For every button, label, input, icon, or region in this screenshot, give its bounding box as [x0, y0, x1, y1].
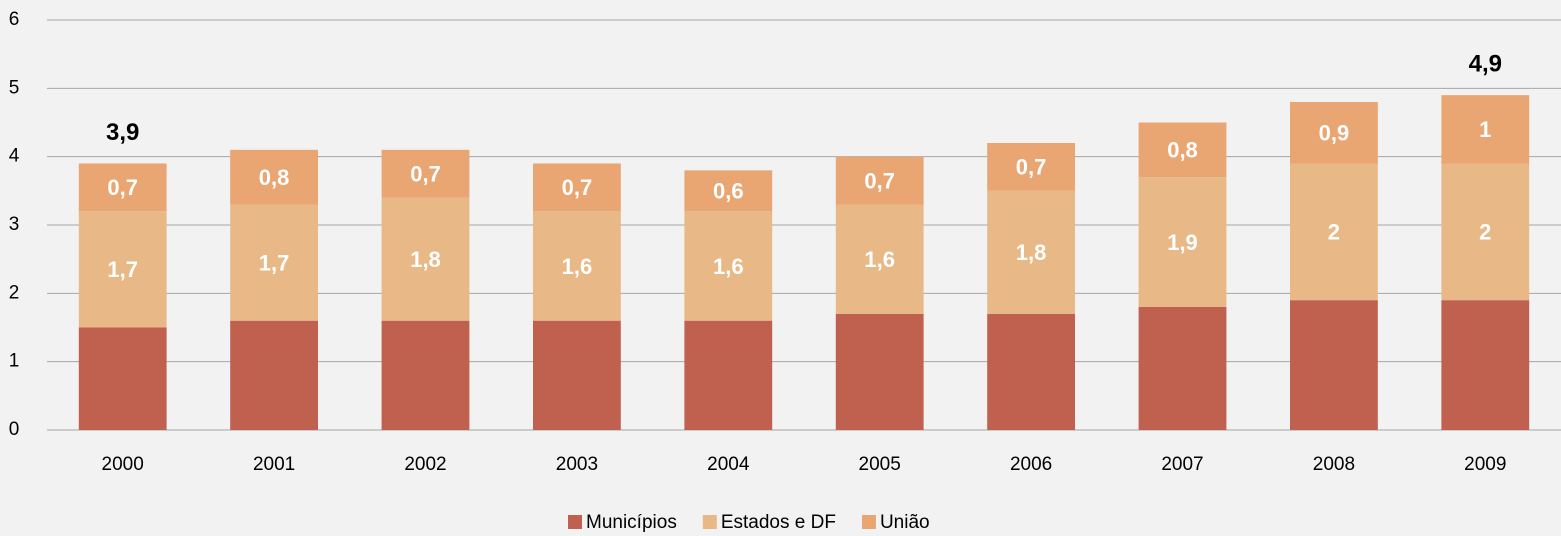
- x-tick-label: 2002: [404, 454, 446, 475]
- bar-segment: [1289, 300, 1378, 430]
- y-tick-label: 6: [9, 9, 20, 30]
- x-tick-label: 2009: [1464, 454, 1506, 475]
- total-label: 3,9: [106, 119, 139, 146]
- bar-segment: [1138, 122, 1227, 178]
- bar-segment: [78, 211, 167, 328]
- x-tick-label: 2007: [1161, 454, 1203, 475]
- bar-segment: [381, 149, 470, 198]
- value-label: 0,7: [107, 175, 138, 200]
- value-label: 0,8: [1167, 138, 1198, 163]
- legend-swatch: [861, 515, 876, 529]
- value-label: 0,7: [864, 168, 895, 193]
- legend-swatch: [568, 515, 582, 529]
- y-tick-label: 2: [9, 282, 20, 303]
- bar-segment: [835, 156, 924, 205]
- bar-segment: [987, 190, 1076, 314]
- y-tick-label: 0: [9, 419, 20, 440]
- legend-label: União: [880, 512, 930, 533]
- y-tick-label: 5: [9, 77, 20, 98]
- value-label: 0,6: [713, 179, 744, 204]
- value-label: 0,7: [562, 175, 593, 200]
- bar-segment: [1138, 177, 1227, 307]
- value-label: 0,9: [1319, 121, 1350, 146]
- legend-swatch: [702, 515, 717, 529]
- bar-segment: [532, 211, 621, 321]
- bar-segment: [230, 204, 319, 321]
- legend-label: Municípios: [586, 512, 677, 533]
- bar-segment: [987, 313, 1076, 430]
- bar-segment: [1289, 102, 1378, 164]
- bar-segment: [230, 149, 319, 205]
- bar-segment: [684, 170, 773, 212]
- value-label: 1: [1479, 117, 1491, 142]
- value-label: 2: [1328, 220, 1340, 245]
- value-label: 2: [1479, 220, 1491, 245]
- y-tick-label: 4: [9, 146, 20, 167]
- bar-segment: [1289, 163, 1378, 301]
- x-tick-label: 2001: [253, 454, 295, 475]
- value-label: 0,7: [1016, 155, 1047, 180]
- value-label: 0,7: [410, 162, 441, 187]
- value-label: 1,8: [1016, 240, 1047, 265]
- bar-segment: [381, 320, 470, 430]
- legend-label: Estados e DF: [721, 512, 836, 533]
- bar-segment: [1441, 163, 1530, 301]
- x-tick-label: 2000: [102, 454, 144, 475]
- value-label: 1,7: [107, 257, 138, 282]
- value-label: 1,6: [864, 247, 895, 272]
- bar-segment: [1441, 300, 1530, 430]
- x-tick-label: 2006: [1010, 454, 1052, 475]
- bar-segment: [1138, 307, 1227, 430]
- bar-segment: [381, 197, 470, 321]
- y-tick-label: 3: [9, 214, 20, 235]
- y-tick-label: 1: [9, 351, 20, 372]
- bar-segment: [987, 143, 1076, 191]
- value-label: 1,6: [713, 254, 744, 279]
- value-label: 1,6: [562, 254, 593, 279]
- x-tick-label: 2004: [707, 454, 750, 475]
- bar-segment: [684, 320, 773, 430]
- value-label: 1,7: [259, 250, 290, 275]
- value-label: 0,8: [259, 165, 290, 190]
- bar-segment: [532, 163, 621, 212]
- bar-segment: [78, 327, 167, 430]
- bar-segment: [835, 204, 924, 314]
- x-tick-label: 2005: [859, 454, 901, 475]
- value-label: 1,8: [410, 247, 441, 272]
- total-label: 4,9: [1469, 51, 1502, 78]
- bar-segment: [532, 320, 621, 430]
- bar-segment: [78, 163, 167, 212]
- x-tick-label: 2003: [556, 454, 598, 475]
- bar-segment: [1441, 95, 1530, 164]
- bar-segment: [835, 313, 924, 430]
- value-label: 1,9: [1167, 230, 1198, 255]
- bar-segment: [230, 320, 319, 430]
- bar-segment: [684, 211, 773, 321]
- x-tick-label: 2008: [1313, 454, 1355, 475]
